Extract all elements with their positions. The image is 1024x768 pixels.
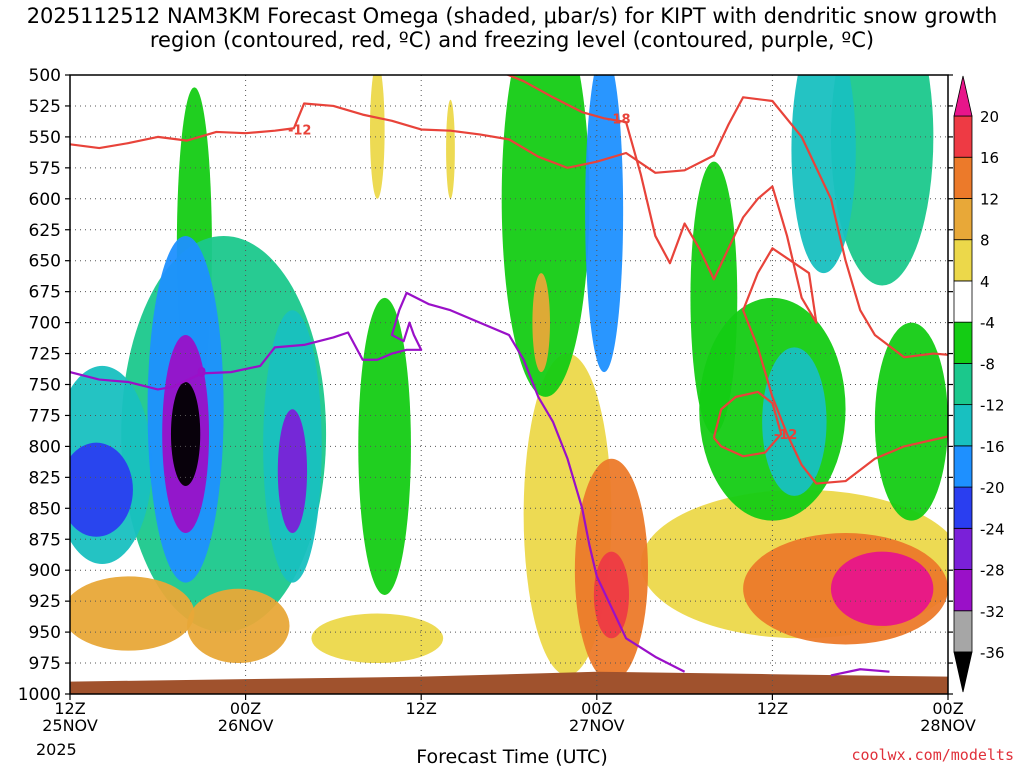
freezing-contour-1 — [830, 668, 890, 677]
colorbar-segment — [953, 610, 973, 653]
omega-region-22 — [585, 75, 624, 373]
omega-region-14 — [70, 576, 195, 651]
omega-region-26 — [70, 442, 133, 537]
colorbar-tick-label: -36 — [980, 644, 1005, 662]
colorbar-segment — [953, 445, 973, 488]
colorbar-tick-label: -28 — [980, 562, 1005, 580]
y-tick-label: 750 — [29, 376, 61, 396]
x-tick-label: 28NOV — [920, 716, 976, 735]
x-axis-label: Forecast Time (UTC) — [416, 746, 608, 768]
y-tick-label: 950 — [29, 623, 61, 643]
y-tick-label: 800 — [29, 437, 61, 457]
dgz-contour-0 — [70, 96, 948, 359]
y-tick-label: 775 — [29, 406, 61, 426]
dgz-contour-1 — [505, 75, 948, 485]
x-tick-label: 00Z — [581, 699, 612, 718]
omega-region-27 — [277, 409, 308, 534]
omega-region-15 — [187, 588, 290, 664]
x-tick-label: 25NOV — [42, 716, 98, 735]
y-tick-label: 825 — [29, 468, 61, 488]
y-tick-label: 850 — [29, 499, 61, 519]
colorbar-tick-label: -20 — [980, 479, 1005, 497]
omega-region-10 — [874, 322, 948, 521]
y-tick-label: 700 — [29, 314, 61, 334]
dgz-contour-label-2: -12 — [774, 428, 798, 443]
x-tick-label: 00Z — [932, 699, 963, 718]
colorbar-tick-label: 20 — [980, 108, 999, 126]
colorbar-tick-label: -4 — [980, 314, 995, 332]
y-tick-label: 1000 — [18, 685, 61, 705]
y-tick-label: 525 — [29, 97, 61, 117]
x-tick-label: 12Z — [54, 699, 85, 718]
y-tick-label: 575 — [29, 159, 61, 179]
colorbar-tick-label: 16 — [980, 149, 999, 167]
y-tick-label: 600 — [29, 190, 61, 210]
dgz-contour-2 — [712, 390, 783, 458]
colorbar-tick-label: -8 — [980, 355, 995, 373]
colorbar-segment — [953, 527, 973, 570]
y-tick-label: 650 — [29, 252, 61, 272]
x-tick-label: 27NOV — [569, 716, 625, 735]
colorbar-segment — [953, 156, 973, 199]
omega-region-8 — [501, 75, 590, 397]
x-tick-label: 12Z — [406, 699, 437, 718]
freezing-contour-0 — [70, 291, 686, 673]
omega-region-2 — [446, 99, 455, 199]
y-tick-label: 725 — [29, 345, 61, 365]
omega-region-1 — [369, 75, 385, 199]
x-year-label: 2025 — [36, 740, 77, 759]
y-tick-label: 875 — [29, 530, 61, 550]
freezing-contour-label-0: 0 — [197, 366, 206, 381]
terrain-surface — [70, 671, 948, 694]
colorbar-segment — [953, 280, 973, 323]
omega-region-29 — [170, 382, 201, 487]
x-tick-label: 00Z — [230, 699, 261, 718]
omega-region-7 — [358, 297, 411, 595]
colorbar-segment — [953, 115, 973, 158]
y-tick-label: 925 — [29, 592, 61, 612]
colorbar-segment — [953, 569, 973, 612]
colorbar-segment — [953, 239, 973, 282]
omega-region-19 — [791, 75, 856, 274]
y-tick-label: 500 — [29, 66, 61, 86]
chart-title: 2025112512 NAM3KM Forecast Omega (shaded… — [26, 4, 998, 52]
dgz-contour-label-1: -18 — [607, 112, 631, 127]
omega-region-3 — [311, 613, 444, 664]
dgz-contour-label-0: -12 — [288, 123, 312, 138]
colorbar-tick-label: -16 — [980, 438, 1005, 456]
colorbar-bottom-arrow — [953, 651, 973, 693]
colorbar-segment — [953, 404, 973, 447]
colorbar-tick-label: -12 — [980, 397, 1005, 415]
colorbar-tick-label: 12 — [980, 190, 999, 208]
colorbar-segment — [953, 198, 973, 241]
omega-region-11 — [532, 273, 550, 373]
colorbar-tick-label: -32 — [980, 603, 1005, 621]
colorbar-tick-label: -24 — [980, 520, 1005, 538]
colorbar-segment — [953, 362, 973, 406]
y-tick-label: 625 — [29, 221, 61, 241]
y-tick-label: 675 — [29, 283, 61, 303]
omega-region-20 — [762, 347, 827, 496]
y-tick-label: 550 — [29, 128, 61, 148]
omega-region-23 — [593, 551, 629, 639]
omega-region-12 — [830, 75, 934, 286]
y-tick-label: 975 — [29, 654, 61, 674]
y-tick-label: 900 — [29, 561, 61, 581]
colorbar-tick-label: 4 — [980, 273, 990, 291]
omega-region-25 — [830, 551, 934, 626]
x-tick-label: 12Z — [757, 699, 788, 718]
colorbar-segment — [953, 321, 973, 364]
colorbar-top-arrow — [953, 75, 973, 117]
colorbar-segment — [953, 486, 973, 529]
credit-text: coolwx.com/modelts — [851, 746, 1014, 764]
x-tick-label: 26NOV — [218, 716, 274, 735]
colorbar-tick-label: 8 — [980, 232, 990, 250]
